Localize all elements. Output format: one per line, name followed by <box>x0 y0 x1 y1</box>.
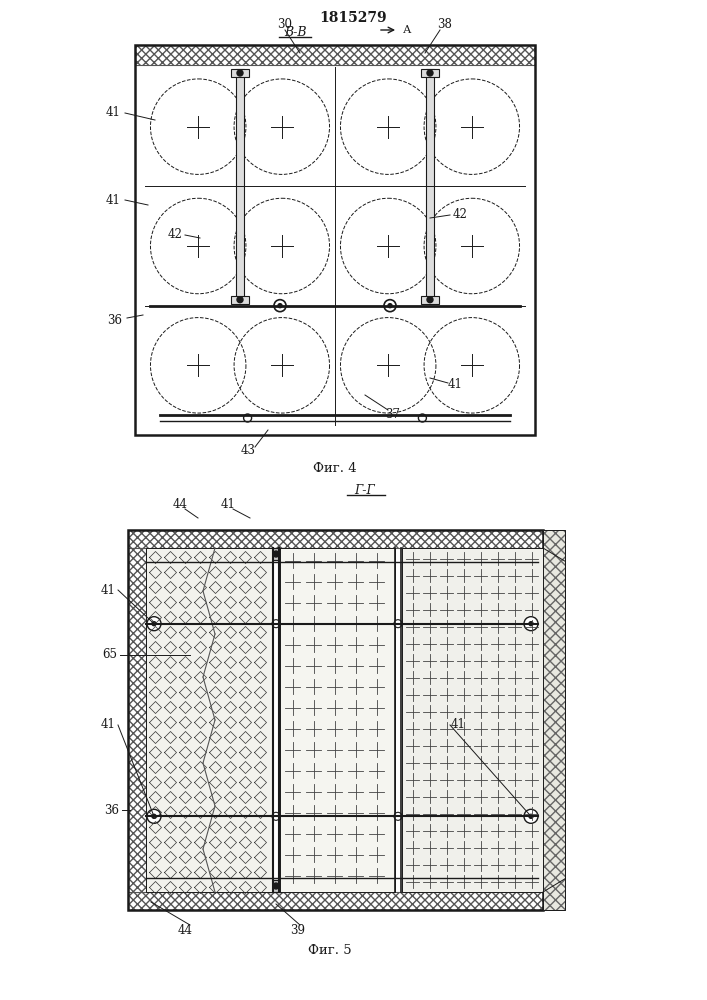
Bar <box>543 530 565 910</box>
Bar <box>280 548 395 892</box>
Circle shape <box>529 814 533 818</box>
Circle shape <box>524 617 538 631</box>
Bar <box>426 69 434 304</box>
Text: 42: 42 <box>168 229 182 241</box>
Bar <box>268 880 284 892</box>
Bar <box>236 69 244 304</box>
Text: 42: 42 <box>452 209 467 222</box>
Circle shape <box>529 622 533 626</box>
Text: 36: 36 <box>107 314 122 326</box>
Text: В-В: В-В <box>284 25 306 38</box>
Text: 41: 41 <box>100 584 115 596</box>
Text: Фиг. 5: Фиг. 5 <box>308 944 352 956</box>
Text: 41: 41 <box>105 194 120 207</box>
Text: 41: 41 <box>450 718 465 732</box>
Text: Г-Г: Г-Г <box>355 484 375 496</box>
Text: 36: 36 <box>105 804 119 816</box>
Circle shape <box>427 70 433 76</box>
Bar <box>421 296 439 304</box>
Circle shape <box>278 304 282 308</box>
Bar <box>421 69 439 77</box>
Text: 65: 65 <box>103 648 117 662</box>
Circle shape <box>152 814 156 818</box>
Circle shape <box>272 620 280 628</box>
Circle shape <box>394 812 402 820</box>
Bar <box>402 548 543 892</box>
Bar <box>231 296 249 304</box>
Circle shape <box>274 300 286 312</box>
Circle shape <box>244 414 252 422</box>
Bar <box>128 530 543 910</box>
Bar <box>146 548 272 892</box>
Bar <box>268 548 284 560</box>
Circle shape <box>152 622 156 626</box>
Circle shape <box>273 551 279 557</box>
Text: 30: 30 <box>278 18 293 31</box>
Text: 38: 38 <box>438 18 452 31</box>
Circle shape <box>419 414 426 422</box>
Circle shape <box>147 809 161 823</box>
Circle shape <box>237 70 243 76</box>
Text: 41: 41 <box>448 378 462 391</box>
Circle shape <box>273 883 279 889</box>
Text: 37: 37 <box>385 408 400 422</box>
Text: 41: 41 <box>100 718 115 732</box>
Circle shape <box>427 297 433 303</box>
Bar <box>135 45 535 435</box>
Circle shape <box>394 620 402 628</box>
Circle shape <box>272 812 280 820</box>
Bar <box>135 45 535 65</box>
Circle shape <box>237 297 243 303</box>
Text: 41: 41 <box>221 498 235 512</box>
Bar <box>543 530 565 910</box>
Bar <box>231 69 249 77</box>
Bar <box>128 530 543 548</box>
Text: 41: 41 <box>105 106 120 119</box>
Circle shape <box>524 809 538 823</box>
Text: 39: 39 <box>291 924 305 936</box>
Bar <box>128 892 543 910</box>
Text: 43: 43 <box>240 444 255 456</box>
Circle shape <box>388 304 392 308</box>
Text: 44: 44 <box>177 924 192 936</box>
Text: 1815279: 1815279 <box>319 11 387 25</box>
Text: Фиг. 4: Фиг. 4 <box>313 462 357 475</box>
Circle shape <box>384 300 396 312</box>
Circle shape <box>147 617 161 631</box>
Bar <box>128 548 146 892</box>
Text: 44: 44 <box>173 498 187 512</box>
Text: А: А <box>403 25 411 35</box>
